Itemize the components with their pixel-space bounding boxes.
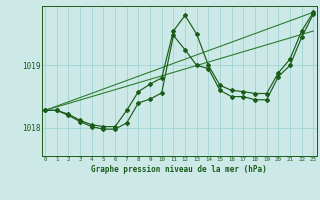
X-axis label: Graphe pression niveau de la mer (hPa): Graphe pression niveau de la mer (hPa) [91,165,267,174]
